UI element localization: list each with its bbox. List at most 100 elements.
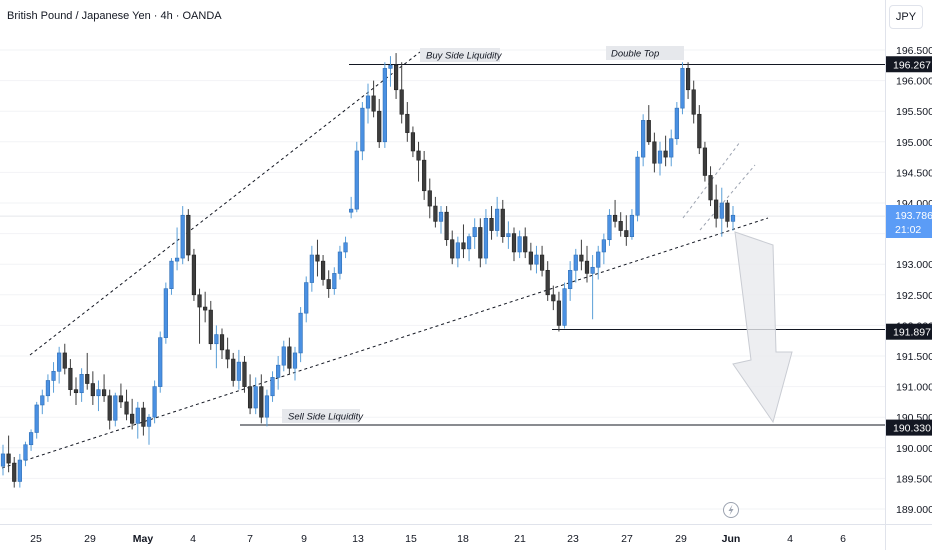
candle-bearish[interactable]	[528, 242, 533, 271]
candle-bullish[interactable]	[45, 374, 51, 402]
candle-bearish[interactable]	[208, 300, 213, 350]
time-axis[interactable]: 25 29 May 4 7 9 13 15 18 21 23 27 29 Jun 4 6	[30, 533, 846, 545]
candle-bullish[interactable]	[607, 209, 612, 246]
candle-bullish[interactable]	[253, 377, 258, 415]
candle-bullish[interactable]	[270, 371, 275, 402]
candle-bullish[interactable]	[17, 453, 22, 488]
currency-button[interactable]: JPY	[889, 5, 923, 29]
candle-bearish[interactable]	[523, 227, 528, 259]
candle-bearish[interactable]	[500, 199, 505, 243]
candle-bullish[interactable]	[298, 307, 303, 363]
candle-bearish[interactable]	[393, 53, 399, 99]
candle-bearish[interactable]	[450, 230, 455, 265]
candle-bearish[interactable]	[663, 135, 668, 167]
candle-bearish[interactable]	[101, 374, 107, 402]
candle-bullish[interactable]	[534, 245, 539, 274]
candle-bullish[interactable]	[562, 282, 567, 329]
candle-bullish[interactable]	[596, 245, 601, 280]
candle-bearish[interactable]	[478, 218, 483, 268]
candle-bearish[interactable]	[12, 456, 17, 488]
candle-bearish[interactable]	[511, 227, 517, 262]
candle-bullish[interactable]	[174, 227, 180, 271]
candle-bearish[interactable]	[107, 389, 112, 430]
candle-bearish[interactable]	[433, 196, 438, 228]
candle-bullish[interactable]	[388, 56, 393, 87]
candle-bullish[interactable]	[517, 230, 522, 259]
candle-bullish[interactable]	[343, 236, 348, 259]
candle-bearish[interactable]	[191, 248, 197, 301]
candle-bearish[interactable]	[461, 224, 466, 259]
candle-bearish[interactable]	[714, 184, 719, 228]
candle-bearish[interactable]	[130, 398, 135, 430]
candle-bearish[interactable]	[287, 337, 292, 375]
price-axis[interactable]: 189.000189.500190.000190.500191.000191.5…	[896, 45, 932, 516]
candle-bullish[interactable]	[264, 389, 270, 427]
candle-bearish[interactable]	[405, 102, 410, 142]
candle-bearish[interactable]	[73, 377, 79, 405]
candle-bullish[interactable]	[365, 83, 371, 124]
candle-bearish[interactable]	[371, 80, 376, 118]
candle-bullish[interactable]	[360, 102, 365, 161]
candle-bearish[interactable]	[545, 261, 550, 301]
candle-bullish[interactable]	[276, 356, 281, 390]
candle-bearish[interactable]	[247, 374, 253, 415]
candle-bullish[interactable]	[281, 340, 286, 372]
candle-bearish[interactable]	[141, 401, 146, 436]
candle-bullish[interactable]	[590, 255, 595, 320]
candle-bullish[interactable]	[0, 444, 6, 476]
buy-side-liquidity-annotation[interactable]: Buy Side Liquidity	[420, 48, 503, 62]
candle-bearish[interactable]	[697, 105, 702, 155]
candle-bearish[interactable]	[219, 328, 225, 360]
candle-bullish[interactable]	[349, 196, 354, 219]
candle-bearish[interactable]	[427, 178, 432, 219]
candle-bullish[interactable]	[466, 233, 472, 262]
candle-bearish[interactable]	[197, 288, 202, 344]
candle-bullish[interactable]	[354, 141, 359, 213]
candle-bullish[interactable]	[657, 141, 663, 176]
candle-bullish[interactable]	[304, 276, 309, 323]
candle-bullish[interactable]	[34, 401, 39, 439]
candle-bearish[interactable]	[652, 132, 657, 173]
candle-bullish[interactable]	[629, 209, 635, 240]
candle-bearish[interactable]	[422, 150, 427, 200]
candle-bullish[interactable]	[113, 392, 118, 427]
candle-bearish[interactable]	[118, 383, 124, 409]
candle-bullish[interactable]	[152, 380, 157, 424]
candle-bullish[interactable]	[28, 429, 34, 451]
candle-bullish[interactable]	[730, 206, 736, 231]
candle-bullish[interactable]	[169, 258, 174, 295]
candle-bearish[interactable]	[584, 245, 590, 283]
candle-bearish[interactable]	[315, 239, 320, 277]
candle-bearish[interactable]	[410, 126, 416, 158]
candle-bearish[interactable]	[624, 215, 629, 246]
candle-bearish[interactable]	[556, 291, 562, 332]
candle-bearish[interactable]	[551, 285, 556, 311]
candle-bearish[interactable]	[399, 62, 404, 124]
candle-bullish[interactable]	[635, 150, 640, 222]
candle-bearish[interactable]	[646, 105, 651, 145]
candle-bearish[interactable]	[416, 141, 421, 182]
candle-bearish[interactable]	[539, 245, 545, 277]
candle-bearish[interactable]	[320, 255, 326, 286]
candle-bearish[interactable]	[579, 239, 584, 271]
double-top-annotation[interactable]: Double Top	[606, 46, 684, 60]
lightning-icon[interactable]	[723, 502, 739, 518]
candle-bearish[interactable]	[691, 80, 696, 124]
candle-bearish[interactable]	[85, 352, 90, 390]
candle-bearish[interactable]	[225, 337, 230, 369]
candle-bullish[interactable]	[146, 414, 152, 445]
candle-bullish[interactable]	[483, 209, 489, 265]
candle-bearish[interactable]	[489, 206, 494, 240]
candle-bullish[interactable]	[51, 362, 56, 393]
candle-bearish[interactable]	[186, 209, 191, 262]
candle-bearish[interactable]	[68, 359, 73, 396]
candle-bullish[interactable]	[719, 187, 724, 237]
candle-bearish[interactable]	[231, 352, 236, 387]
candle-bearish[interactable]	[62, 343, 67, 375]
candle-bullish[interactable]	[472, 218, 477, 249]
candle-bullish[interactable]	[669, 129, 674, 167]
candle-bullish[interactable]	[158, 331, 163, 393]
candle-bullish[interactable]	[674, 102, 679, 145]
candle-bullish[interactable]	[438, 206, 444, 234]
